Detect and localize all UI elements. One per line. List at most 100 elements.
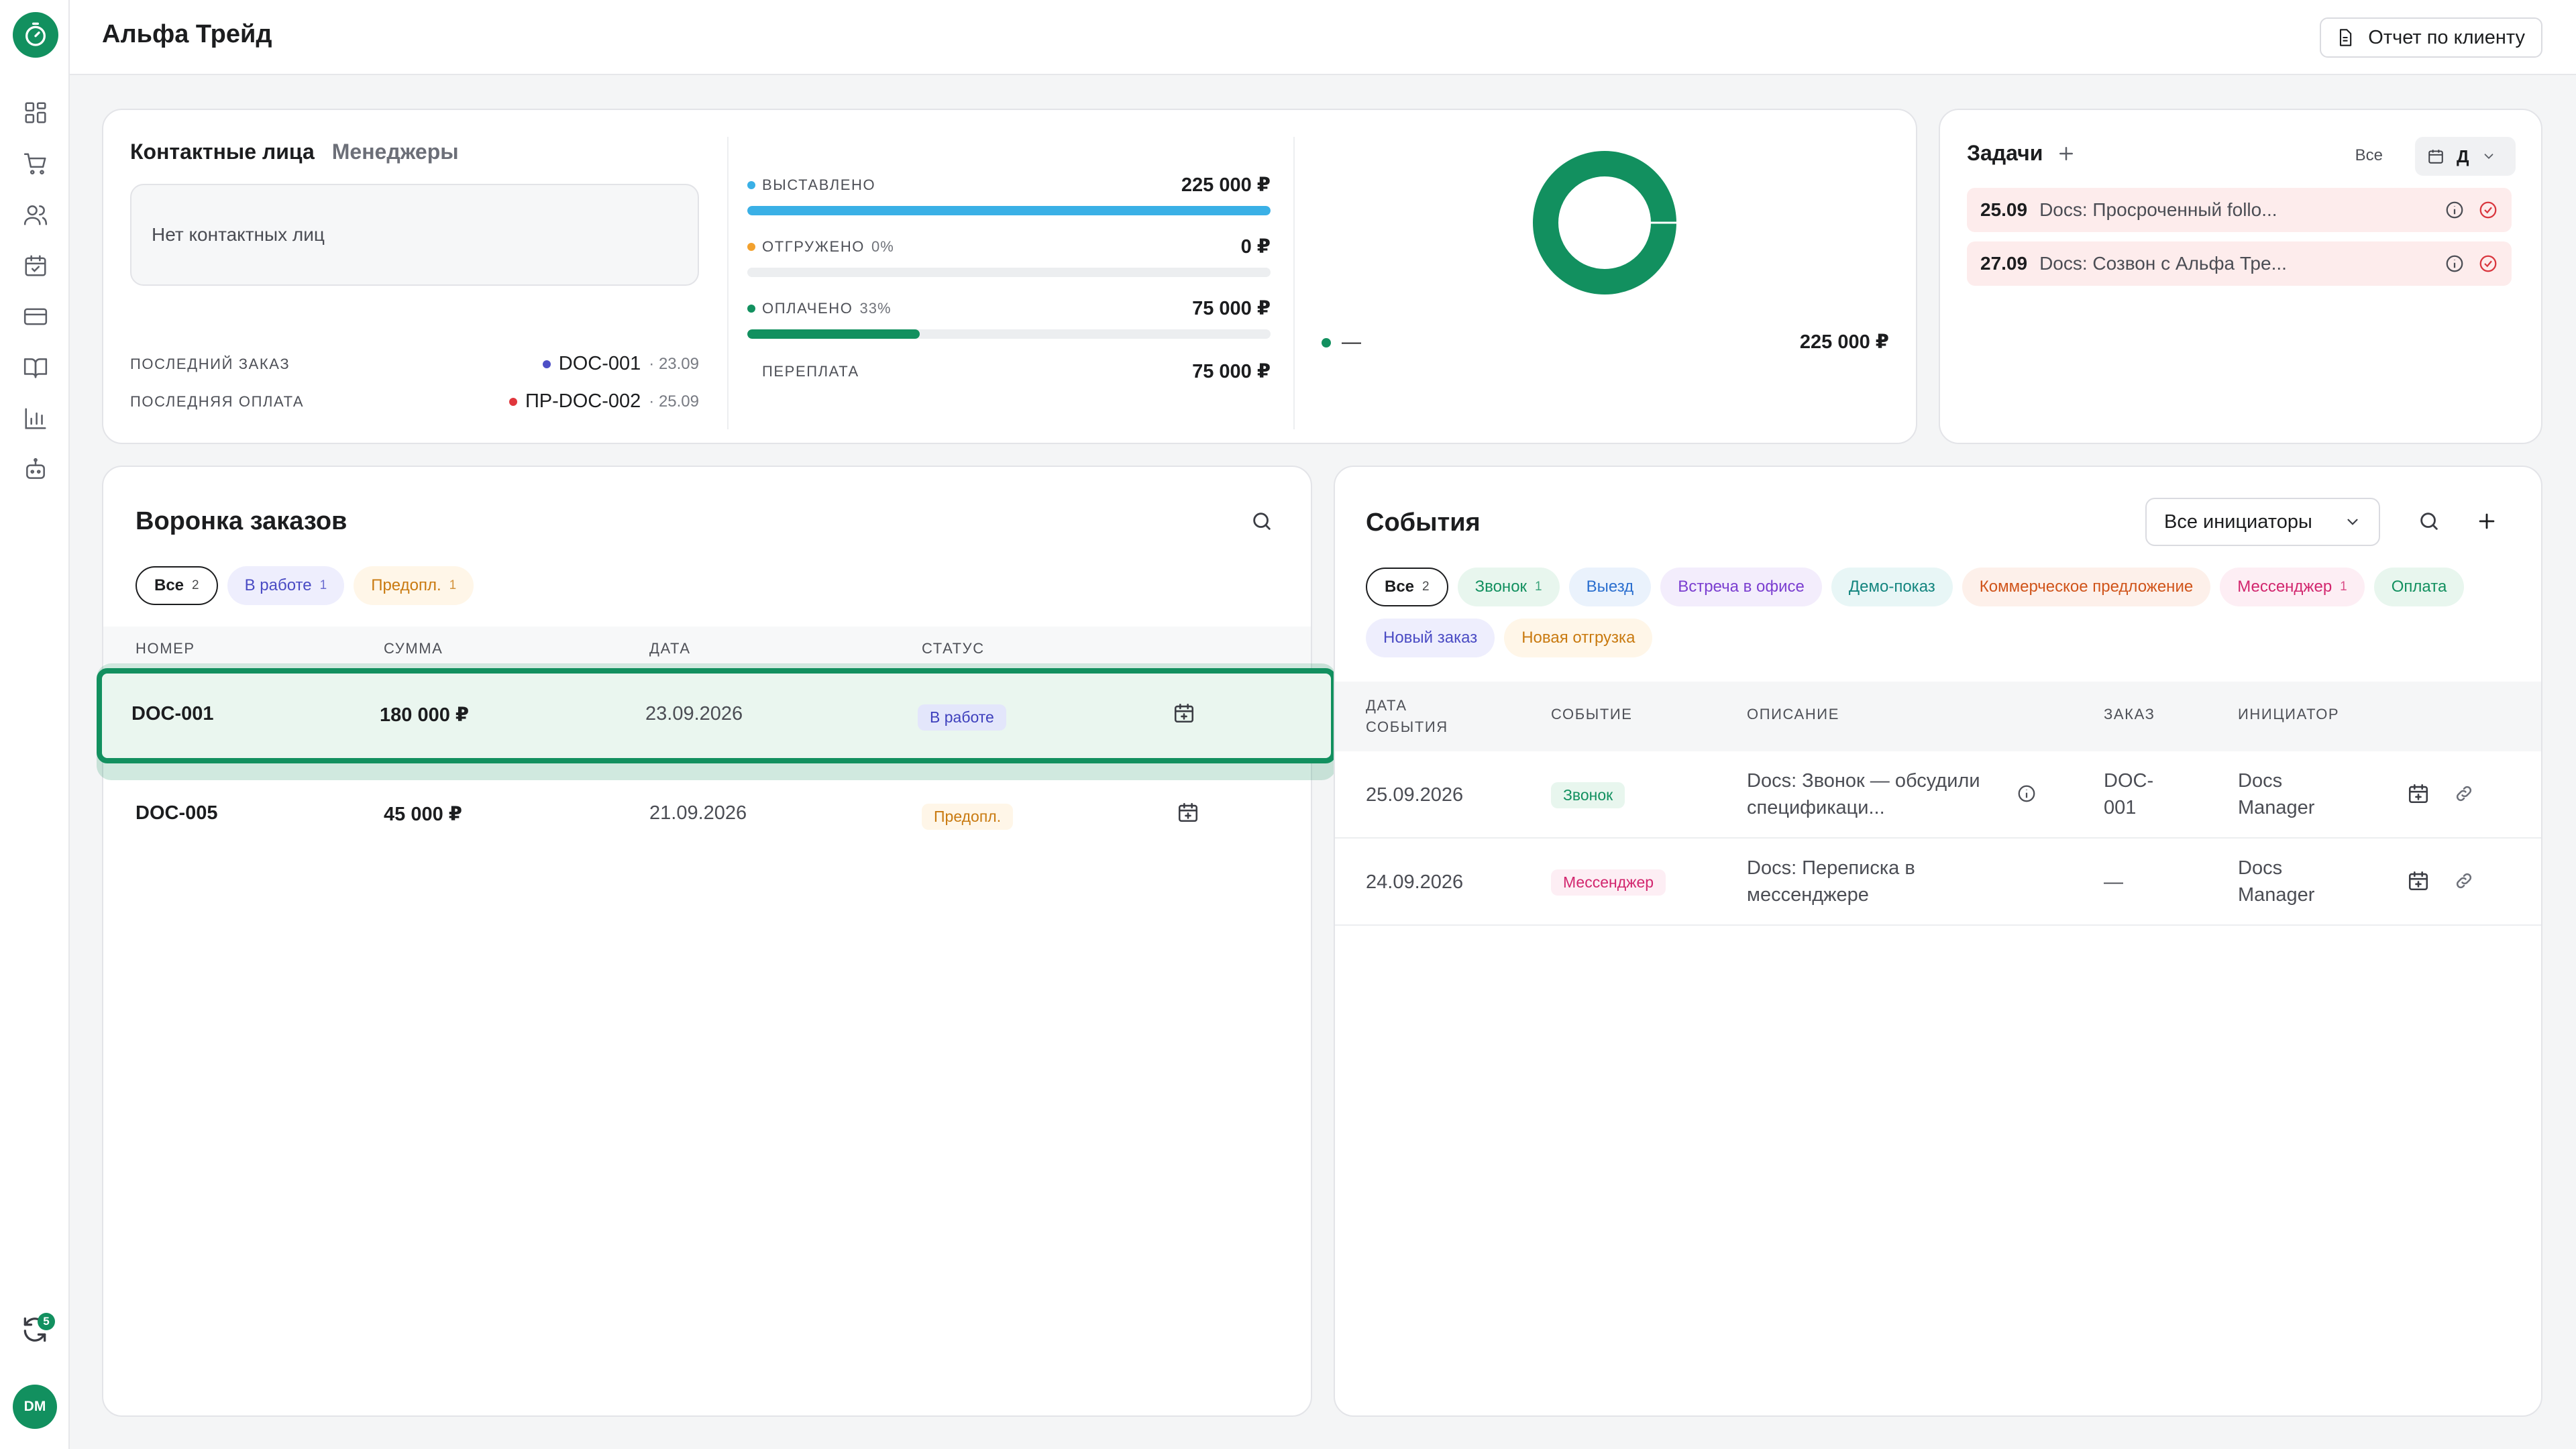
- funnel-filter-all[interactable]: Все 2: [136, 566, 218, 605]
- event-filter-proposal[interactable]: Коммерческое предложение: [1962, 568, 2211, 606]
- contacts-empty-state: Нет контактных лиц: [130, 184, 699, 286]
- table-row-selected[interactable]: DOC-001 180 000 ₽ 23.09.2026 В работе: [97, 668, 1336, 763]
- users-icon[interactable]: [23, 202, 48, 227]
- shipped-amount: 0 ₽: [1240, 236, 1271, 258]
- info-icon[interactable]: [2017, 784, 2037, 804]
- event-description[interactable]: Docs: Переписка в мессенджере: [1747, 855, 1915, 908]
- calendar-add-icon[interactable]: [2407, 782, 2430, 805]
- event-filter-all[interactable]: Все 2: [1366, 568, 1448, 606]
- last-payment-link[interactable]: ПР-DOC-002: [525, 390, 641, 412]
- last-order-date: · 23.09: [649, 354, 699, 373]
- event-order[interactable]: DOC- 001: [2104, 767, 2153, 821]
- payment-dot-icon: [508, 397, 517, 406]
- chip-label: Звонок: [1474, 578, 1527, 596]
- table-row[interactable]: 24.09.2026 Мессенджер Docs: Переписка в м…: [1335, 839, 2541, 926]
- contacts-tabs: Контактные лица Менеджеры: [130, 140, 459, 164]
- chart-icon[interactable]: [23, 406, 48, 431]
- search-icon[interactable]: [1250, 510, 1273, 533]
- funnel-table-header: НОМЕР СУММА ДАТА СТАТУС: [103, 627, 1311, 664]
- link-icon[interactable]: [2454, 871, 2474, 891]
- chevron-down-icon: [2347, 519, 2358, 525]
- card-icon[interactable]: [23, 304, 48, 329]
- table-row[interactable]: 25.09.2026 Звонок Docs: Звонок — обсудил…: [1335, 751, 2541, 839]
- column-event-date[interactable]: ДАТА СОБЫТИЯ: [1366, 695, 1448, 738]
- invoiced-amount: 225 000 ₽: [1181, 174, 1271, 196]
- funnel-title: Воронка заказов: [136, 507, 347, 535]
- event-filter-payment[interactable]: Оплата: [2373, 568, 2465, 606]
- link-icon[interactable]: [2454, 784, 2474, 804]
- chip-count: 2: [1422, 580, 1430, 594]
- table-row[interactable]: DOC-005 45 000 ₽ 21.09.2026 Предопл.: [103, 775, 1311, 852]
- column-initiator[interactable]: ИНИЦИАТОР: [2238, 706, 2340, 722]
- dashboard-icon[interactable]: [23, 100, 48, 125]
- event-date: 24.09.2026: [1366, 871, 1464, 893]
- status-badge: Предопл.: [922, 804, 1014, 830]
- cart-icon[interactable]: [23, 151, 48, 176]
- chip-label: Оплата: [2391, 578, 2447, 596]
- timer-logo-icon[interactable]: [13, 12, 58, 58]
- sync-count-badge: 5: [38, 1313, 55, 1330]
- chip-label: Мессенджер: [2237, 578, 2332, 596]
- overdue-check-icon[interactable]: [2478, 200, 2498, 220]
- event-filter-new-order[interactable]: Новый заказ: [1366, 619, 1495, 657]
- event-date: 25.09.2026: [1366, 784, 1464, 806]
- calendar-add-icon[interactable]: [1177, 801, 1199, 824]
- order-number[interactable]: DOC-005: [136, 802, 218, 824]
- tasks-view-select[interactable]: Д: [2415, 137, 2516, 176]
- add-task-icon[interactable]: [2056, 144, 2076, 164]
- add-event-icon[interactable]: [2475, 510, 2498, 533]
- overdue-check-icon[interactable]: [2478, 254, 2498, 274]
- info-icon[interactable]: [2445, 254, 2465, 274]
- event-description[interactable]: Docs: Звонок — обсудили спецификаци...: [1747, 767, 1980, 821]
- event-filter-visit[interactable]: Выезд: [1568, 568, 1652, 606]
- column-description[interactable]: ОПИСАНИЕ: [1747, 706, 1839, 722]
- avatar[interactable]: DM: [13, 1385, 57, 1429]
- column-event-type[interactable]: СОБЫТИЕ: [1551, 706, 1633, 722]
- event-filter-office-meeting[interactable]: Встреча в офисе: [1660, 568, 1822, 606]
- event-filter-messenger[interactable]: Мессенджер 1: [2220, 568, 2365, 606]
- column-status[interactable]: СТАТУС: [922, 640, 985, 657]
- chip-label: Новая отгрузка: [1521, 629, 1635, 647]
- event-description-line1: Docs: Переписка в: [1747, 857, 1915, 879]
- sync-icon[interactable]: [20, 1315, 50, 1344]
- tasks-filter-all[interactable]: Все: [2355, 146, 2383, 164]
- last-order-link[interactable]: DOC-001: [558, 353, 641, 374]
- info-icon[interactable]: [2445, 200, 2465, 220]
- tab-managers[interactable]: Менеджеры: [331, 140, 459, 164]
- donut-legend-item: —: [1322, 331, 1361, 354]
- event-filter-demo[interactable]: Демо-показ: [1831, 568, 1953, 606]
- column-event-date-line1: ДАТА: [1366, 697, 1407, 714]
- funnel-filter-in-progress[interactable]: В работе 1: [227, 566, 345, 605]
- calendar-add-icon[interactable]: [1173, 702, 1195, 724]
- book-icon[interactable]: [23, 355, 48, 380]
- shipped-progress-bar: [747, 268, 1271, 277]
- event-filter-call[interactable]: Звонок 1: [1457, 568, 1560, 606]
- paid-dot-icon: [747, 304, 755, 313]
- task-item[interactable]: 25.09 Docs: Просроченный follo...: [1967, 188, 2512, 232]
- column-order[interactable]: ЗАКАЗ: [2104, 706, 2155, 722]
- task-text: Docs: Просроченный follo...: [2039, 199, 2277, 220]
- column-sum[interactable]: СУММА: [384, 640, 443, 657]
- bot-icon[interactable]: [23, 457, 48, 482]
- column-date[interactable]: ДАТА: [649, 640, 691, 657]
- column-number[interactable]: НОМЕР: [136, 640, 195, 657]
- calendar-check-icon[interactable]: [23, 253, 48, 278]
- search-icon[interactable]: [2418, 510, 2440, 533]
- top-bar: Альфа Трейд Отчет по клиенту: [70, 0, 2576, 75]
- shipped-label: ОТГРУЖЕНО: [762, 237, 865, 255]
- chevron-down-icon: [2484, 154, 2493, 160]
- funnel-filter-prepay[interactable]: Предопл. 1: [354, 566, 474, 605]
- client-report-button[interactable]: Отчет по клиенту: [2320, 17, 2542, 58]
- event-filter-new-shipment[interactable]: Новая отгрузка: [1504, 619, 1653, 657]
- events-title: События: [1366, 508, 1481, 537]
- chip-label: Все: [1385, 578, 1415, 596]
- task-item[interactable]: 27.09 Docs: Созвон с Альфа Тре...: [1967, 241, 2512, 286]
- tab-contacts[interactable]: Контактные лица: [130, 140, 315, 164]
- chip-label: Предопл.: [371, 576, 441, 594]
- calendar-add-icon[interactable]: [2407, 869, 2430, 892]
- initiator-select[interactable]: Все инициаторы: [2145, 498, 2380, 546]
- events-table-header: ДАТА СОБЫТИЯ СОБЫТИЕ ОПИСАНИЕ ЗАКАЗ ИНИЦИ…: [1335, 682, 2541, 751]
- chip-count: 1: [2340, 580, 2347, 594]
- order-number[interactable]: DOC-001: [131, 703, 214, 724]
- chip-count: 1: [449, 578, 457, 592]
